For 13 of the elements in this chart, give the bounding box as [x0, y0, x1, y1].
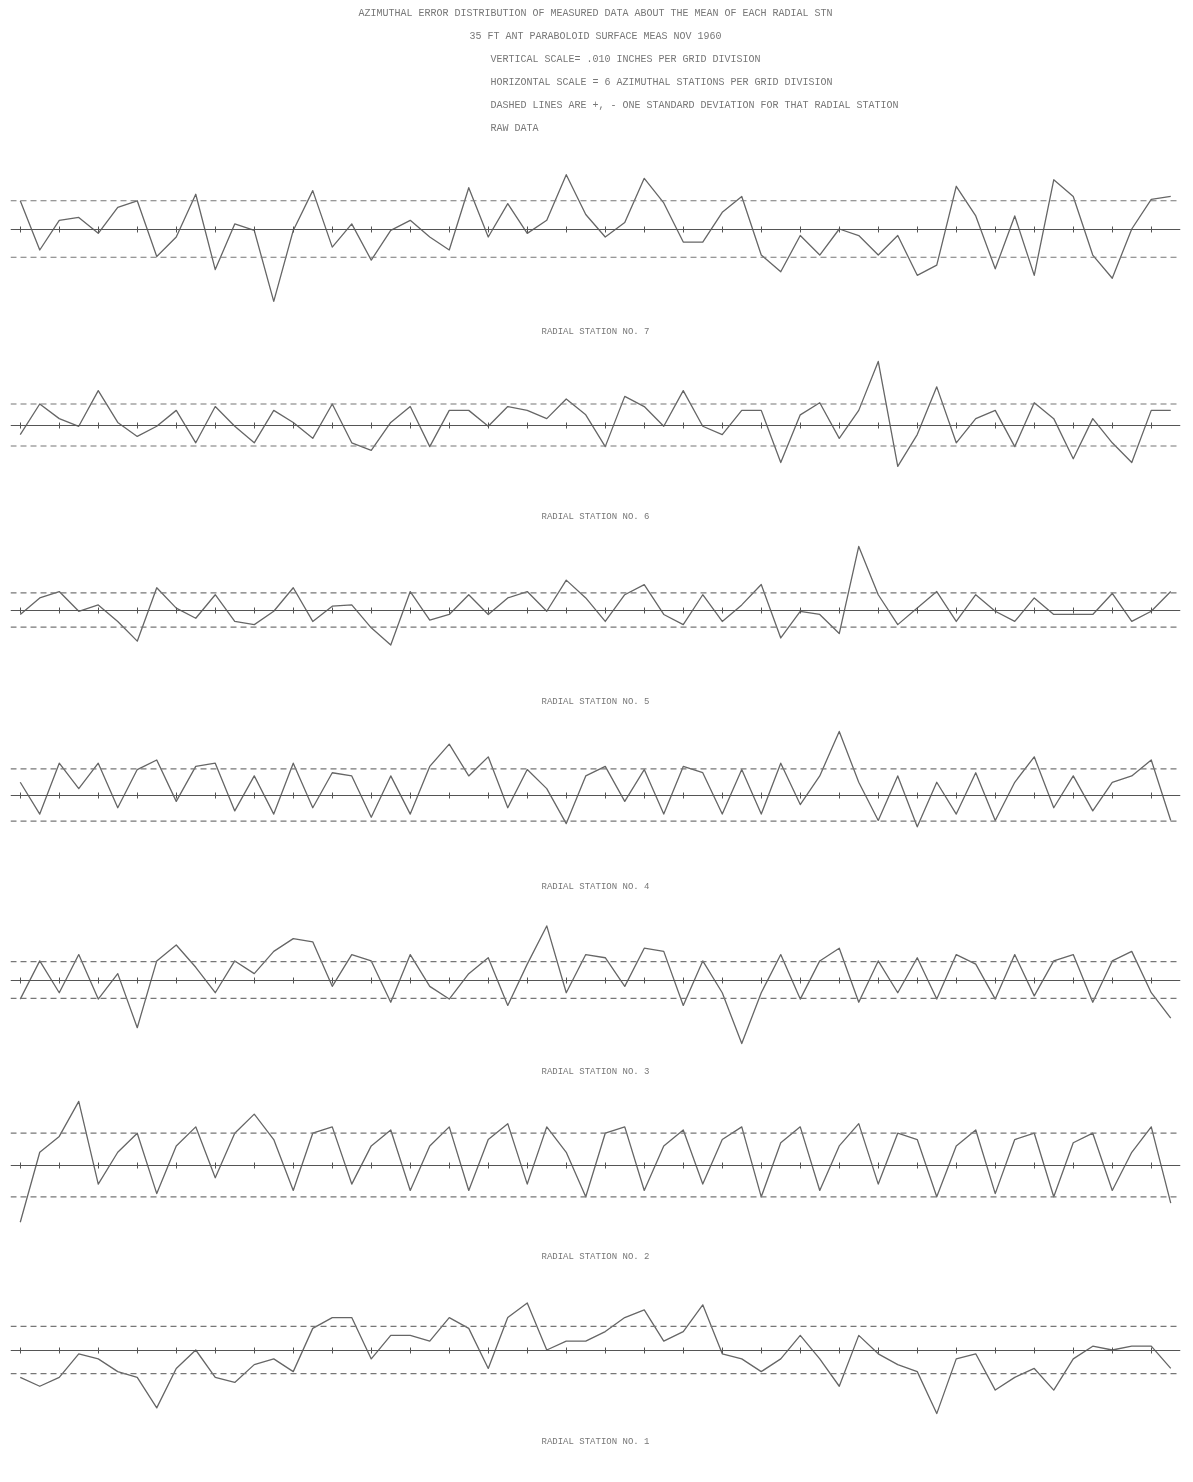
text: VERTICAL SCALE= .010 INCHES PER GRID DIVISION	[490, 53, 761, 65]
x-axis-title: RADIAL STATION NO. 4	[541, 881, 650, 892]
x-axis-title: RADIAL STATION NO. 6	[541, 511, 650, 522]
x-axis-title: RADIAL STATION NO. 2	[541, 1251, 650, 1262]
x-axis-title: RADIAL STATION NO. 1	[541, 1436, 650, 1447]
x-axis-title: RADIAL STATION NO. 5	[541, 696, 650, 707]
chart-title: AZIMUTHAL ERROR DISTRIBUTION OF MEASURED DATA ABOUT THE MEAN OF EACH RADIAL STN	[358, 7, 833, 19]
text: HORIZONTAL SCALE = 6 AZIMUTHAL STATIONS PER GRID DIVISION	[490, 76, 833, 88]
x-axis-title: RADIAL STATION NO. 7	[541, 326, 650, 337]
chart-subtitle: 35 FT ANT PARABOLOID SURFACE MEAS NOV 1960	[469, 30, 722, 42]
text: DASHED LINES ARE +, - ONE STANDARD DEVIATION FOR THAT RADIAL STATION	[490, 99, 899, 111]
text: RAW DATA	[490, 122, 539, 134]
x-axis-title: RADIAL STATION NO. 3	[541, 1066, 650, 1077]
